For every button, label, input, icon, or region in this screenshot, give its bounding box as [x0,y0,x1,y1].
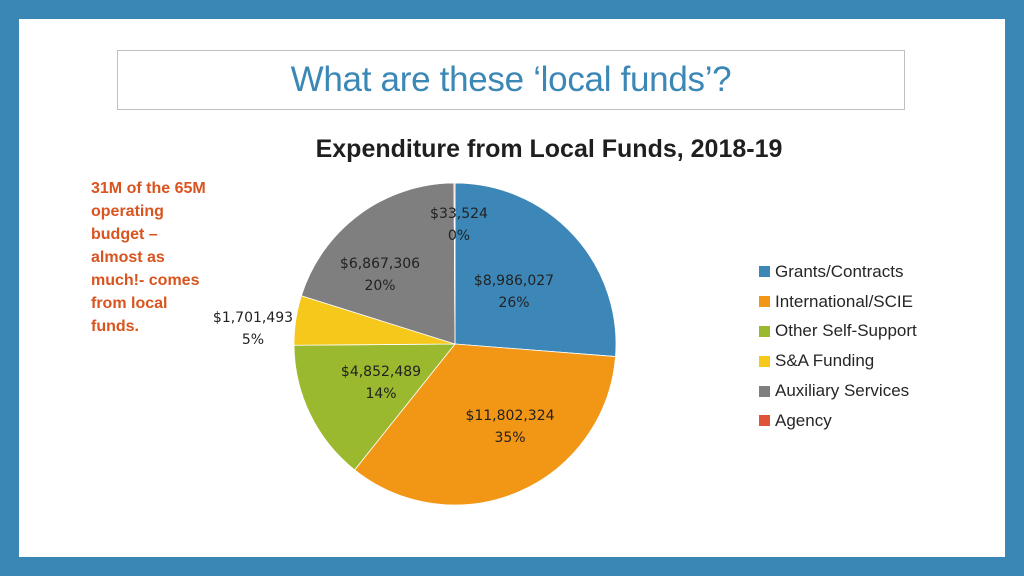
legend-label: Agency [775,410,832,430]
slice-percent-label: 0% [448,228,470,244]
slice-value-label: $33,524 [430,206,488,222]
slice-percent-label: 26% [498,295,529,311]
slice-percent-label: 35% [494,430,525,446]
legend-swatch [759,266,770,278]
legend-label: International/SCIE [775,291,913,311]
slide-title: What are these ‘local funds’? [290,60,732,99]
legend-label: Auxiliary Services [775,381,910,401]
budget-note: 31M of the 65M operating budget – almost… [91,177,241,338]
slide-title-box: What are these ‘local funds’? [117,50,905,110]
pie-slice-auxiliary-services [300,182,456,345]
slice-percent-label: 5% [242,332,264,348]
slice-value-label: $4,852,489 [341,364,421,380]
slice-value-label: $1,701,493 [213,310,293,326]
legend-label: Other Self-Support [775,321,917,341]
legend-item: Agency [759,406,917,436]
legend-item: S&A Funding [759,346,917,376]
legend-swatch [759,385,770,397]
budget-note-line: funds. [91,318,139,335]
legend-item: Auxiliary Services [759,376,917,406]
budget-note-line: almost as [91,249,165,266]
legend-label: Grants/Contracts [775,261,904,281]
pie-slice-agency [453,182,456,345]
legend-swatch [759,325,770,337]
legend-swatch [759,296,770,308]
chart-legend: Grants/Contracts International/SCIE Othe… [759,257,917,436]
pie-slice-grants-contracts [454,182,617,357]
slice-value-label: $8,986,027 [474,273,554,289]
slice-value-label: $11,802,324 [465,408,554,424]
pie-slice-international-scie [354,343,616,506]
budget-note-line: from local [91,295,168,312]
budget-note-line: operating [91,203,164,220]
legend-item: International/SCIE [759,287,917,317]
budget-note-line: much!- comes [91,272,200,289]
legend-item: Other Self-Support [759,317,917,347]
budget-note-line: budget – [91,226,158,243]
pie-slice-other-self-support [293,343,456,471]
budget-note-line: 31M of the 65M [91,180,206,197]
slice-percent-label: 20% [364,278,395,294]
chart-title: Expenditure from Local Funds, 2018-19 [315,135,783,163]
legend-swatch [759,415,770,427]
legend-label: S&A Funding [775,351,875,371]
legend-swatch [759,355,770,367]
legend-item: Grants/Contracts [759,257,917,287]
slice-percent-label: 14% [365,386,396,402]
slice-value-label: $6,867,306 [340,256,420,272]
